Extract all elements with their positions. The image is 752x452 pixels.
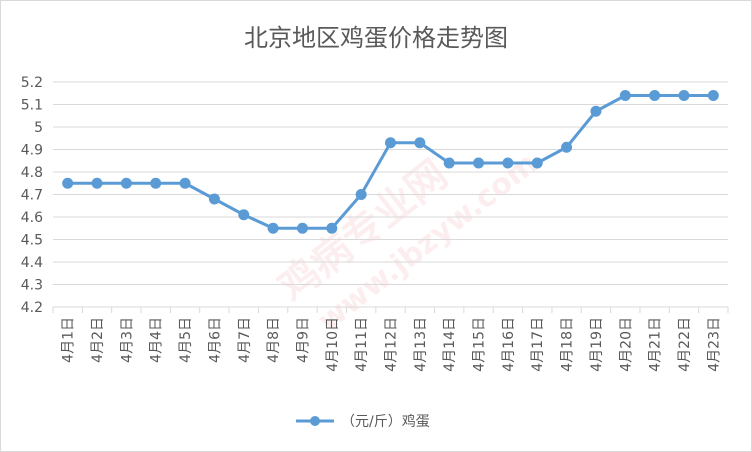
data-point: [238, 209, 250, 221]
x-tick-label: 4月21日: [648, 317, 664, 372]
x-tick-label: 4月5日: [178, 317, 194, 363]
data-point: [649, 90, 661, 101]
x-tick-label: 4月18日: [560, 317, 576, 372]
series-egg-price: [62, 90, 719, 234]
gridlines: [53, 81, 728, 308]
data-point: [120, 177, 132, 189]
data-point: [326, 222, 338, 234]
x-tick-label: 4月2日: [90, 317, 106, 363]
data-point: [707, 90, 719, 101]
legend-marker: [310, 416, 320, 426]
x-tick-label: 4月19日: [589, 317, 605, 372]
x-tick-label: 4月6日: [207, 317, 223, 363]
x-tick-label: 4月17日: [530, 317, 546, 372]
data-point: [296, 222, 308, 234]
y-tick-label: 5.1: [21, 98, 43, 114]
y-tick-label: 4.3: [21, 278, 43, 294]
x-tick-label: 4月8日: [266, 317, 282, 363]
y-tick-label: 4.4: [21, 255, 43, 271]
data-point: [502, 157, 514, 169]
x-tick-label: 4月12日: [384, 317, 400, 372]
y-tick-label: 5.2: [21, 75, 43, 91]
x-tick-label: 4月23日: [706, 317, 722, 372]
data-point: [267, 222, 279, 234]
data-point: [678, 90, 690, 101]
x-tick-label: 4月16日: [501, 317, 517, 372]
data-point: [62, 177, 74, 189]
data-point: [355, 189, 367, 200]
legend-label: （元/斤）鸡蛋: [341, 413, 430, 430]
x-tick-label: 4月11日: [354, 317, 370, 372]
y-tick-label: 4.5: [21, 233, 43, 249]
data-point: [443, 157, 455, 169]
data-point: [414, 137, 426, 149]
y-tick-label: 5: [34, 120, 43, 136]
y-axis: 4.2 4.3 4.4 4.5 4.6 4.7 4.8 4.9 5 5.1 5.2: [21, 75, 43, 316]
legend: （元/斤）鸡蛋: [296, 413, 430, 430]
watermark: 鸡病专业网 www.jbzyw.com: [270, 146, 544, 339]
chart-title: 北京地区鸡蛋价格走势图: [244, 24, 508, 52]
data-point: [385, 137, 396, 149]
x-tick-label: 4月15日: [472, 317, 488, 372]
x-tick-label: 4月9日: [295, 317, 311, 363]
x-tick-label: 4月13日: [413, 317, 429, 372]
x-tick-label: 4月1日: [61, 317, 77, 363]
data-point: [179, 177, 191, 189]
x-tick-label: 4月4日: [149, 317, 165, 363]
x-tick-label: 4月20日: [618, 317, 634, 372]
y-tick-label: 4.7: [21, 188, 43, 204]
x-tick-label: 4月10日: [325, 317, 341, 372]
y-tick-label: 4.9: [21, 143, 43, 159]
data-point: [561, 141, 573, 153]
y-tick-label: 4.8: [21, 165, 43, 181]
x-tick-label: 4月7日: [237, 317, 253, 363]
data-point: [150, 177, 162, 189]
x-tick-label: 4月3日: [119, 317, 135, 363]
data-point: [91, 177, 103, 189]
x-axis: 4月1日 4月2日 4月3日 4月4日 4月5日 4月6日 4月7日 4月8日 4月9日 4月10…: [52, 307, 729, 372]
data-point: [531, 157, 543, 169]
x-tick-label: 4月14日: [442, 317, 458, 372]
x-tick-label: 4月22日: [677, 317, 693, 372]
y-tick-label: 4.2: [21, 300, 43, 316]
data-point: [473, 157, 485, 169]
data-point: [619, 90, 631, 101]
data-point: [590, 105, 602, 117]
data-point: [208, 193, 220, 205]
y-tick-label: 4.6: [21, 210, 43, 226]
